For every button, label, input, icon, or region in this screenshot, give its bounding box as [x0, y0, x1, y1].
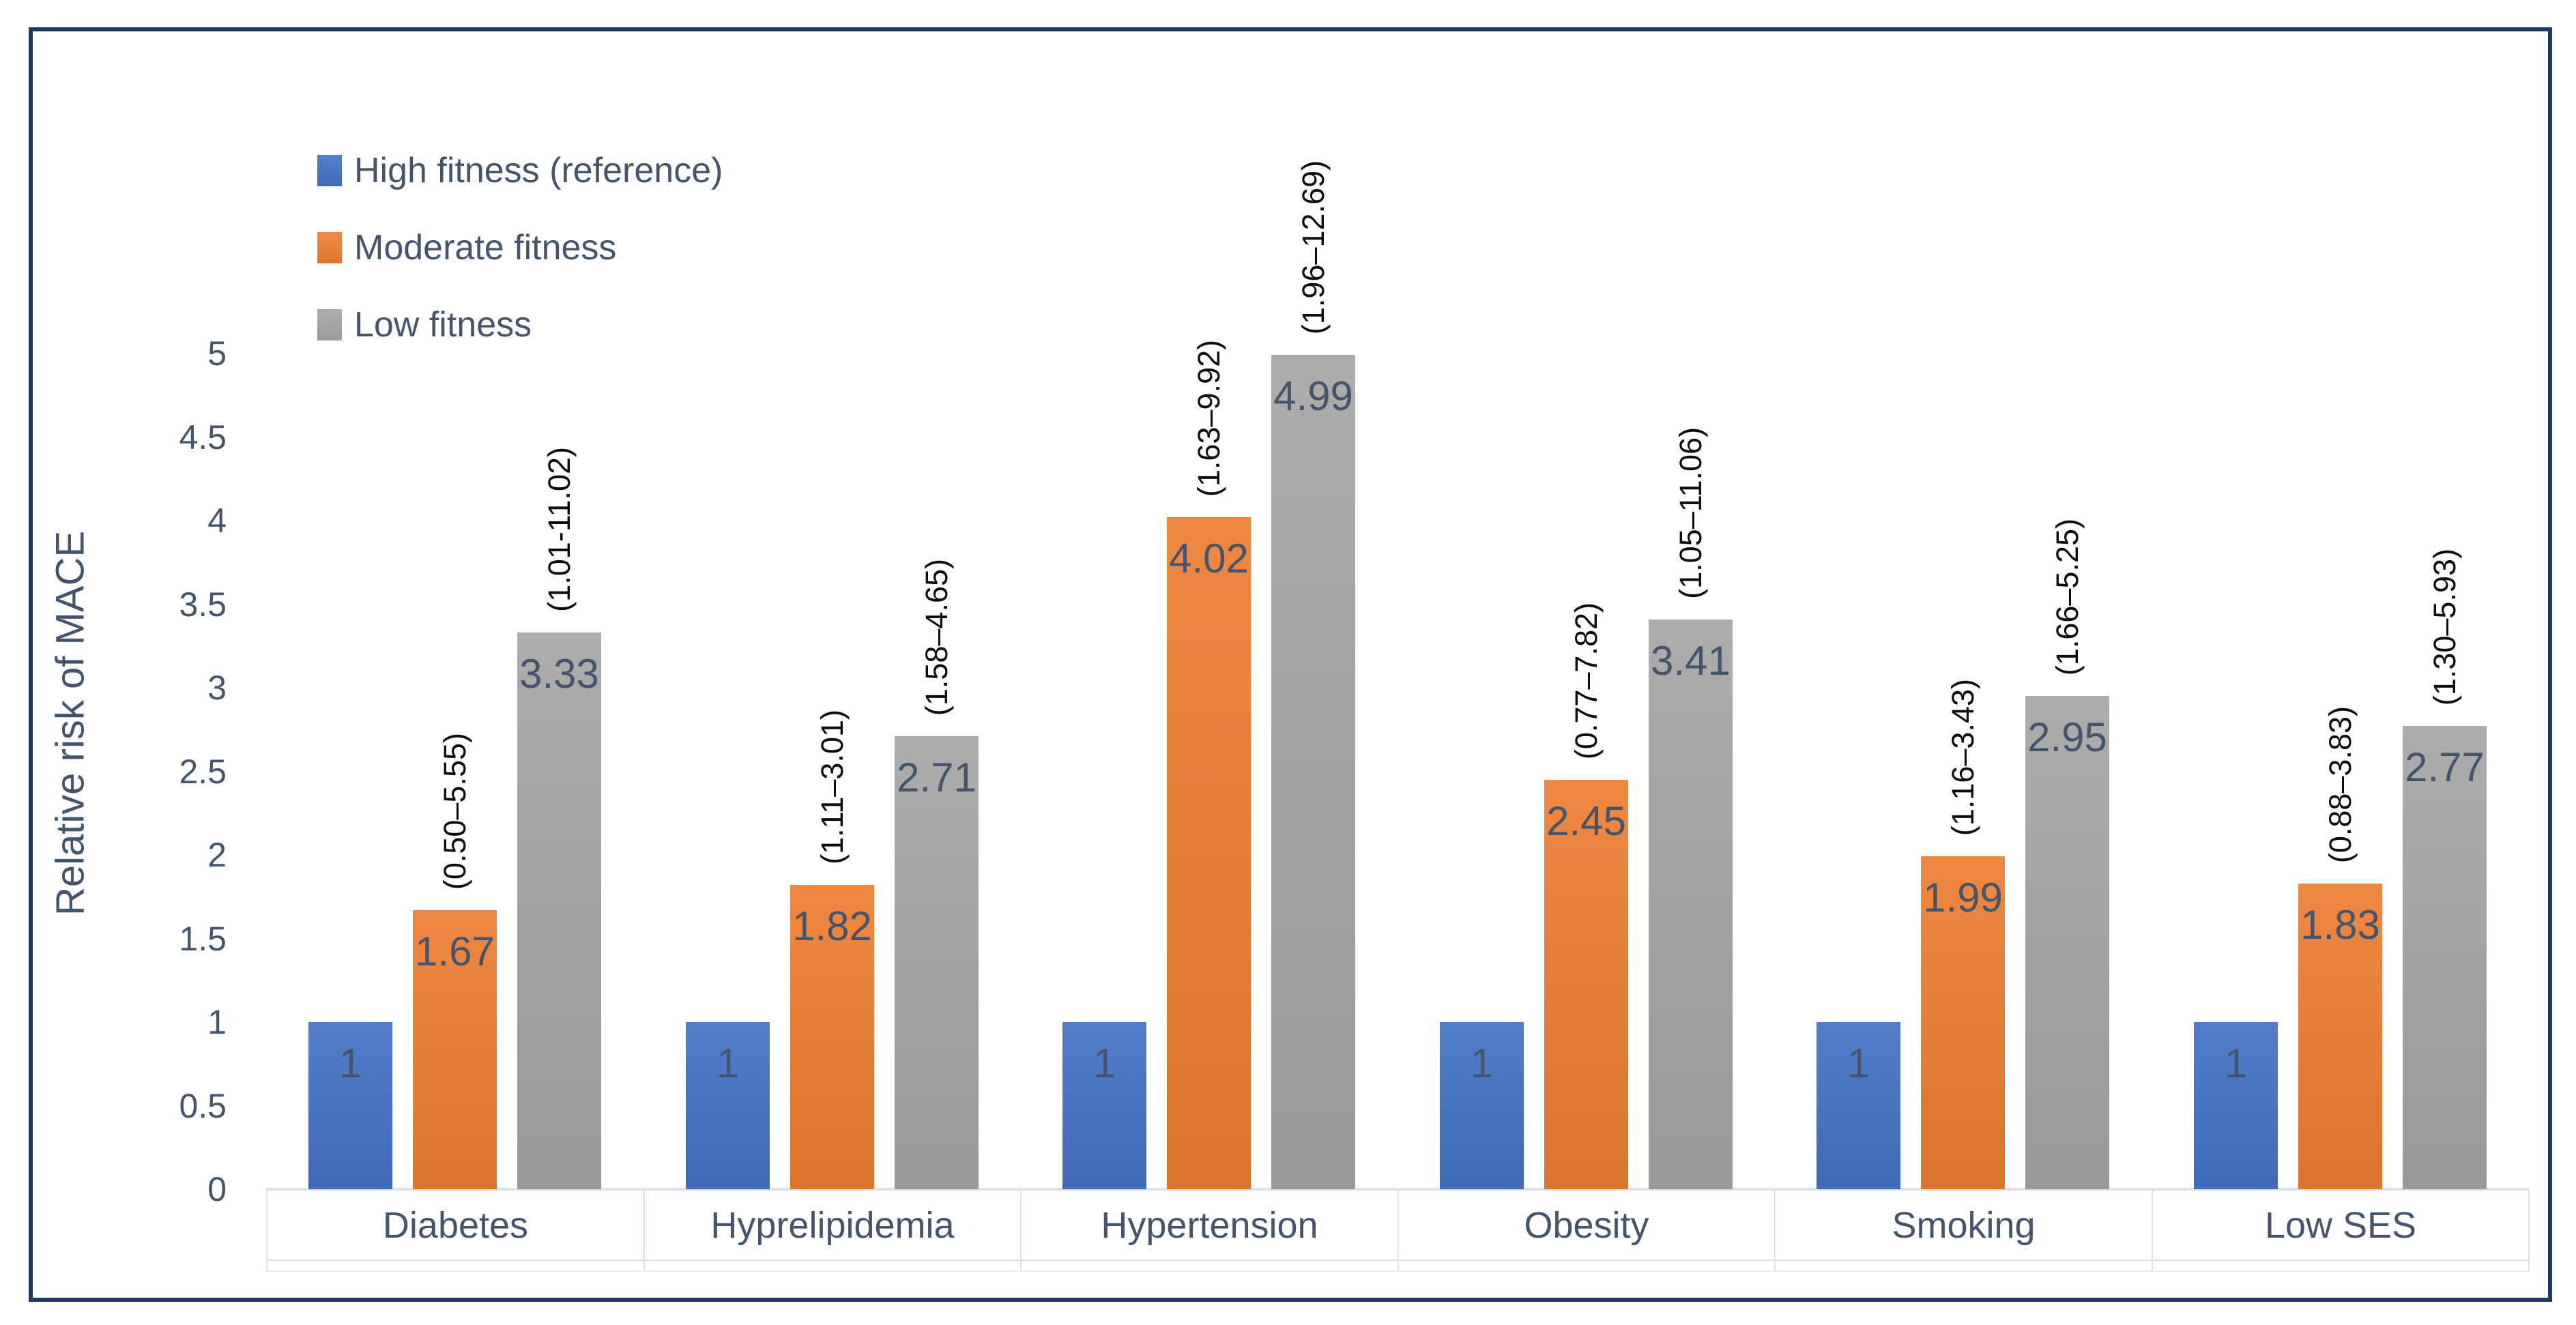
bar-value-label: 2.45	[1546, 798, 1626, 844]
y-tick-label: 1.5	[179, 919, 227, 958]
bar-value-label: 1.99	[1923, 875, 2003, 920]
bar-high-low-ses: 1	[2194, 1022, 2278, 1189]
bar-moderate-hypertension: 4.02	[1167, 517, 1251, 1189]
bar-high-diabetes: 1	[308, 1022, 392, 1189]
y-tick-label: 2.5	[179, 752, 227, 791]
bar-ci-label: (1.96–12.69)	[1295, 160, 1331, 334]
bar-value-label: 2.77	[2405, 744, 2485, 790]
bar-value-label: 1.83	[2300, 902, 2380, 948]
bar-value-label: 1.82	[792, 903, 872, 949]
category-label-hypertension: Hypertension	[1020, 1189, 1399, 1261]
legend-swatch-icon	[317, 309, 342, 340]
bar-ci-label: (1.30–5.93)	[2427, 548, 2462, 705]
bar-low-low-ses: 2.77	[2403, 726, 2487, 1189]
y-tick-label: 3.5	[179, 585, 227, 624]
y-tick-label: 4	[207, 501, 227, 540]
category-label-low-ses: Low SES	[2152, 1189, 2530, 1261]
bar-ci-label: (0.50–5.55)	[437, 732, 472, 890]
bar-moderate-low-ses: 1.83	[2298, 884, 2382, 1189]
bar-ci-label: (1.58–4.65)	[918, 558, 954, 716]
y-axis-title: Relative risk of MACE	[48, 530, 93, 916]
legend-label: Moderate fitness	[354, 228, 617, 267]
axis-tick-strip	[1398, 1260, 1776, 1272]
bar-value-label: 1	[1847, 1040, 1870, 1086]
bar-ci-label: (0.77–7.82)	[1568, 602, 1604, 759]
bar-ci-label: (1.16–3.43)	[1945, 678, 1980, 836]
bar-moderate-diabetes: 1.67	[413, 910, 497, 1189]
legend-swatch-icon	[317, 232, 342, 263]
y-tick-label: 0.5	[179, 1086, 227, 1125]
bar-low-smoking: 2.95	[2025, 696, 2109, 1189]
y-tick-label: 3	[207, 669, 227, 707]
category-label-smoking: Smoking	[1774, 1189, 2153, 1261]
legend-item: Moderate fitness	[317, 228, 617, 267]
bar-value-label: 1.67	[415, 929, 495, 974]
bar-ci-label: (0.88–3.83)	[2322, 705, 2358, 863]
legend-label: High fitness (reference)	[354, 151, 723, 190]
bar-low-diabetes: 3.33	[517, 632, 601, 1189]
y-tick-label: 2	[207, 836, 227, 874]
bar-low-hypertension: 4.99	[1271, 355, 1355, 1189]
y-tick-label: 0	[207, 1170, 227, 1208]
bar-ci-label: (1.63–9.92)	[1191, 339, 1226, 497]
bar-ci-label: (1.11–3.01)	[814, 710, 850, 864]
legend-item: High fitness (reference)	[317, 151, 723, 190]
bar-value-label: 2.71	[897, 755, 976, 800]
legend-item: Low fitness	[317, 305, 532, 345]
bar-high-smoking: 1	[1817, 1022, 1900, 1189]
bar-value-label: 1	[1092, 1040, 1116, 1086]
category-label-obesity: Obesity	[1398, 1189, 1776, 1261]
bar-value-label: 2.95	[2027, 714, 2107, 760]
axis-tick-strip	[1774, 1260, 2153, 1272]
y-tick-label: 5	[207, 334, 227, 373]
x-axis-line	[266, 1188, 2529, 1189]
bar-high-obesity: 1	[1440, 1022, 1524, 1189]
bar-value-label: 1	[2224, 1040, 2248, 1086]
y-tick-label: 1	[207, 1003, 227, 1041]
bar-value-label: 3.33	[519, 651, 599, 697]
bar-moderate-obesity: 2.45	[1544, 780, 1628, 1189]
bar-ci-label: (1.66–5.25)	[2049, 518, 2085, 675]
axis-tick-strip	[266, 1260, 645, 1272]
axis-tick-strip	[643, 1260, 1022, 1272]
bar-value-label: 1	[1470, 1040, 1494, 1086]
bar-low-obesity: 3.41	[1649, 620, 1733, 1189]
bar-ci-label: (1.01-11.02)	[541, 447, 577, 612]
bar-value-label: 4.99	[1273, 373, 1353, 419]
bar-value-label: 3.41	[1651, 638, 1731, 684]
bar-value-label: 1	[716, 1040, 740, 1086]
axis-tick-strip	[1020, 1260, 1399, 1272]
bar-value-label: 4.02	[1169, 536, 1249, 581]
bar-low-hyprelipidemia: 2.71	[895, 736, 979, 1189]
legend-swatch-icon	[317, 155, 342, 186]
axis-tick-strip	[2152, 1260, 2530, 1272]
y-tick-label: 4.5	[179, 418, 227, 456]
bar-ci-label: (1.05–11.06)	[1673, 427, 1708, 599]
bar-moderate-smoking: 1.99	[1921, 856, 2005, 1189]
legend-label: Low fitness	[354, 305, 532, 345]
bar-moderate-hyprelipidemia: 1.82	[790, 885, 874, 1189]
category-label-hyprelipidemia: Hyprelipidemia	[643, 1189, 1022, 1261]
bar-high-hypertension: 1	[1062, 1022, 1146, 1189]
bar-high-hyprelipidemia: 1	[686, 1022, 770, 1189]
bar-value-label: 1	[338, 1040, 362, 1086]
category-label-diabetes: Diabetes	[266, 1189, 645, 1261]
